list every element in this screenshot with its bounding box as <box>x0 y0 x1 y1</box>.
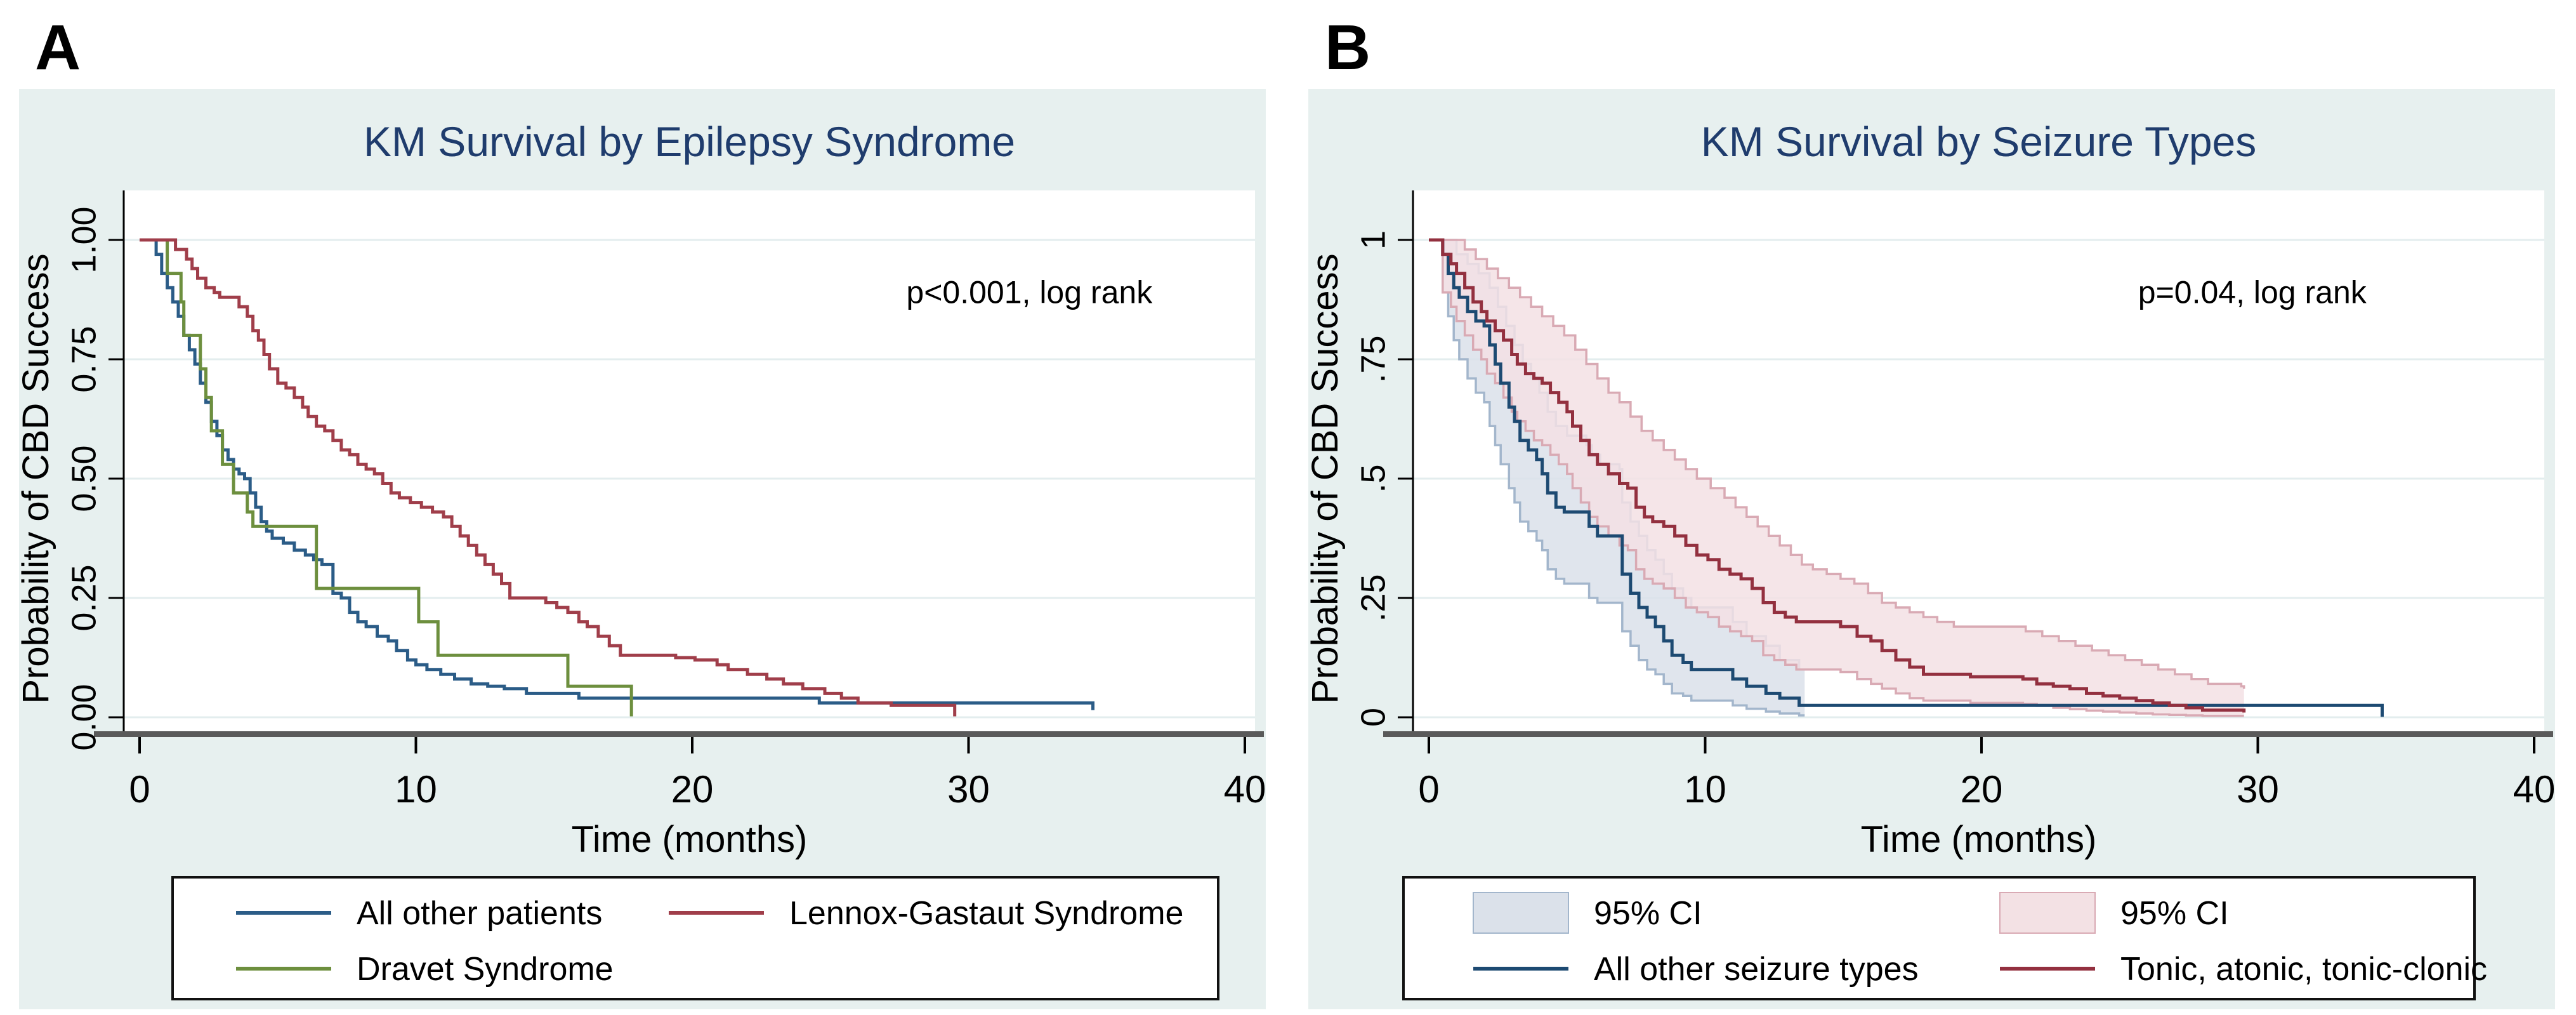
plot-layer <box>140 238 1094 717</box>
y-axis-title: Probability of CBD Success <box>1308 253 1346 703</box>
y-tick-label: .25 <box>1354 574 1392 621</box>
chart-title: KM Survival by Seizure Types <box>1701 118 2256 165</box>
confidence-band-edge <box>1429 239 2245 689</box>
survival-curve <box>140 238 633 717</box>
legend-label: All other patients <box>357 895 602 932</box>
legend-swatch-fill <box>1473 892 1569 934</box>
panel-b-card: 0.25.5.75 1 0 10 20 30 40 KM Survival by Seizur… <box>1308 89 2555 1009</box>
chart-title: KM Survival by Epilepsy Syndrome <box>364 118 1015 165</box>
x-tick-label: 30 <box>2237 768 2279 811</box>
x-tick-label: 0 <box>1418 768 1439 811</box>
survival-curve <box>140 238 957 717</box>
y-tick-label: 0.00 <box>65 684 103 750</box>
x-tick-label: 20 <box>1961 768 2003 811</box>
y-tick-label: 1.00 <box>65 206 103 273</box>
legend-label: Tonic, atonic, tonic-clonic <box>2120 951 2487 988</box>
plot-background <box>124 190 1255 731</box>
legend-label: Lennox-Gastaut Syndrome <box>789 895 1183 932</box>
y-axis-title: Probability of CBD Success <box>19 253 56 703</box>
x-tick-label: 40 <box>1224 768 1266 811</box>
confidence-band-edge <box>1429 239 1805 717</box>
legend-swatch-fill <box>1999 892 2096 934</box>
x-axis-baseline <box>94 731 1264 737</box>
legend-label: All other seizure types <box>1594 951 1919 988</box>
legend-label: 95% CI <box>1594 895 1702 932</box>
x-tick-label: 20 <box>671 768 714 811</box>
x-axis-title: Time (months) <box>1861 819 2097 860</box>
survival-curve <box>1429 238 2384 717</box>
x-axis-title: Time (months) <box>572 819 808 860</box>
survival-curve <box>1429 238 2246 713</box>
y-tick-label: 0.75 <box>65 326 103 392</box>
y-tick-label: .5 <box>1354 464 1392 493</box>
legend-label: 95% CI <box>2120 895 2229 932</box>
panel-b-letter: B <box>1325 12 1370 83</box>
km-chart-epilepsy-syndrome: 0.00 0.25 0.50 0.75 1.00 0 10 20 30 40 KM Survival… <box>19 118 1266 1000</box>
y-tick-label: 0.25 <box>65 564 103 631</box>
panel-a-card: 0.00 0.25 0.50 0.75 1.00 0 10 20 30 40 KM Survival… <box>19 89 1266 1009</box>
legend-label: Dravet Syndrome <box>357 951 614 988</box>
x-tick-label: 10 <box>395 768 437 811</box>
p-value-annotation: p<0.001, log rank <box>906 274 1153 310</box>
plot-layer <box>1429 238 2384 717</box>
legend-box <box>171 876 1219 1000</box>
x-tick-label: 30 <box>947 768 990 811</box>
survival-curve <box>140 238 1094 710</box>
x-tick-label: 40 <box>2513 768 2555 811</box>
x-axis-baseline <box>1383 731 2553 737</box>
y-tick-label: 0 <box>1354 708 1392 727</box>
legend-box <box>1402 876 2476 1000</box>
y-tick-label: 1 <box>1354 230 1392 249</box>
x-tick-label: 10 <box>1684 768 1726 811</box>
y-tick-label: 0.50 <box>65 445 103 512</box>
p-value-annotation: p=0.04, log rank <box>2138 274 2367 310</box>
x-tick-label: 0 <box>129 768 150 811</box>
y-tick-label: .75 <box>1354 335 1392 383</box>
panel-a-letter: A <box>35 12 81 83</box>
